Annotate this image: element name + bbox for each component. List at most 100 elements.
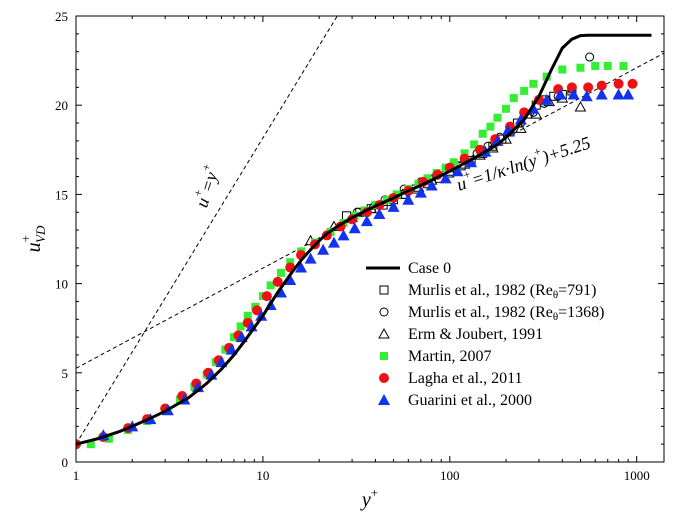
data-point — [591, 61, 600, 70]
data-point — [252, 305, 263, 316]
data-point — [449, 158, 458, 167]
x-tick-label: 10 — [256, 468, 269, 483]
data-point — [622, 88, 635, 100]
data-point — [585, 52, 595, 62]
legend-entry-6: Guarini et al., 2000 — [378, 392, 532, 409]
y-tick-label: 0 — [62, 455, 69, 470]
series-0 — [76, 33, 652, 446]
data-point — [627, 78, 638, 89]
legend-label: Murlis et al., 1982 (Reθ=791) — [408, 282, 597, 301]
legend-label: Case 0 — [408, 260, 451, 277]
y-tick-label: 15 — [55, 187, 68, 202]
legend-label: Guarini et al., 2000 — [408, 392, 532, 409]
data-point — [603, 61, 612, 70]
data-point — [295, 261, 308, 273]
legend-marker — [378, 394, 390, 405]
legend-entry-5: Lagha et al., 2011 — [379, 370, 522, 387]
data-point — [414, 186, 427, 198]
x-tick-label: 1000 — [624, 468, 650, 483]
x-axis-label: y+ — [360, 485, 378, 511]
plot-area — [76, 33, 652, 450]
data-point — [613, 78, 624, 89]
data-point — [255, 309, 268, 321]
data-point — [520, 86, 529, 95]
data-point — [337, 229, 350, 241]
series-2 — [352, 52, 595, 217]
legend-entry-2: Murlis et al., 1982 (Reθ=1368) — [379, 304, 605, 323]
x-tick-label: 100 — [440, 468, 460, 483]
legend-label: Lagha et al., 2011 — [408, 370, 522, 387]
data-point — [486, 122, 495, 131]
data-point — [360, 215, 373, 227]
data-point — [286, 258, 295, 267]
legend-entry-3: Erm & Joubert, 1991 — [378, 326, 543, 343]
data-point — [583, 82, 594, 93]
data-point — [612, 88, 625, 100]
legend-entry-1: Murlis et al., 1982 (Reθ=791) — [379, 282, 597, 301]
plot-frame — [75, 15, 665, 463]
y-tick-label: 20 — [55, 98, 68, 113]
axes: 1 10 100 1000 0 5 10 15 20 25 y+ u+VD — [18, 9, 665, 511]
y-tick-label: 25 — [55, 9, 68, 24]
data-point — [373, 208, 386, 220]
y-axis-label: u+VD — [18, 225, 48, 252]
legend-marker — [378, 327, 390, 339]
y-axis-label-group: u+VD — [18, 225, 48, 252]
data-point — [348, 222, 361, 234]
data-point — [595, 88, 608, 100]
data-point — [425, 179, 438, 191]
data-point — [402, 193, 415, 205]
data-point — [266, 281, 275, 290]
data-point — [580, 90, 593, 102]
data-point — [465, 156, 478, 168]
legend-marker — [379, 285, 389, 295]
data-point — [304, 252, 317, 264]
legend-entry-0: Case 0 — [366, 260, 451, 277]
data-point — [554, 88, 567, 100]
reference-lines — [76, 16, 664, 445]
data-point — [284, 274, 297, 286]
legend-marker — [379, 373, 389, 383]
data-point — [272, 276, 283, 287]
data-point — [515, 122, 527, 133]
data-point — [243, 311, 252, 320]
legend-label: Martin, 2007 — [408, 348, 492, 365]
data-point — [423, 174, 432, 183]
data-point — [478, 129, 487, 138]
data-point — [439, 172, 452, 184]
legend-label: Murlis et al., 1982 (Reθ=1368) — [408, 304, 605, 323]
data-point — [317, 243, 330, 255]
data-point — [567, 88, 580, 100]
legend: Case 0 Murlis et al., 1982 (Reθ=791) Murli… — [366, 260, 605, 409]
data-point — [387, 200, 400, 212]
legend-label: Erm & Joubert, 1991 — [408, 326, 543, 343]
y-tick-label: 10 — [55, 277, 68, 292]
series-4 — [86, 61, 628, 449]
series-6 — [97, 88, 635, 441]
log-law-line — [76, 52, 664, 369]
data-point — [619, 61, 628, 70]
data-point — [327, 236, 340, 248]
annotation-viscous-law: u+=y+ — [188, 162, 224, 210]
y-tick-label: 5 — [62, 366, 69, 381]
data-point — [502, 104, 511, 113]
legend-marker — [379, 307, 389, 317]
data-point — [574, 100, 587, 112]
series-line-case-0 — [76, 33, 652, 446]
data-point — [493, 113, 502, 122]
data-point — [86, 440, 95, 449]
data-point — [460, 149, 469, 158]
data-point — [529, 79, 538, 88]
series-5 — [76, 78, 638, 450]
viscous-sublayer-line — [76, 16, 338, 445]
x-tick-label: 1 — [73, 468, 80, 483]
data-point — [558, 65, 567, 74]
data-point — [104, 434, 113, 443]
data-point — [277, 268, 286, 277]
data-point — [236, 322, 245, 331]
data-point — [596, 80, 607, 91]
data-point — [540, 93, 553, 105]
data-point — [451, 165, 464, 177]
data-point — [566, 82, 577, 93]
